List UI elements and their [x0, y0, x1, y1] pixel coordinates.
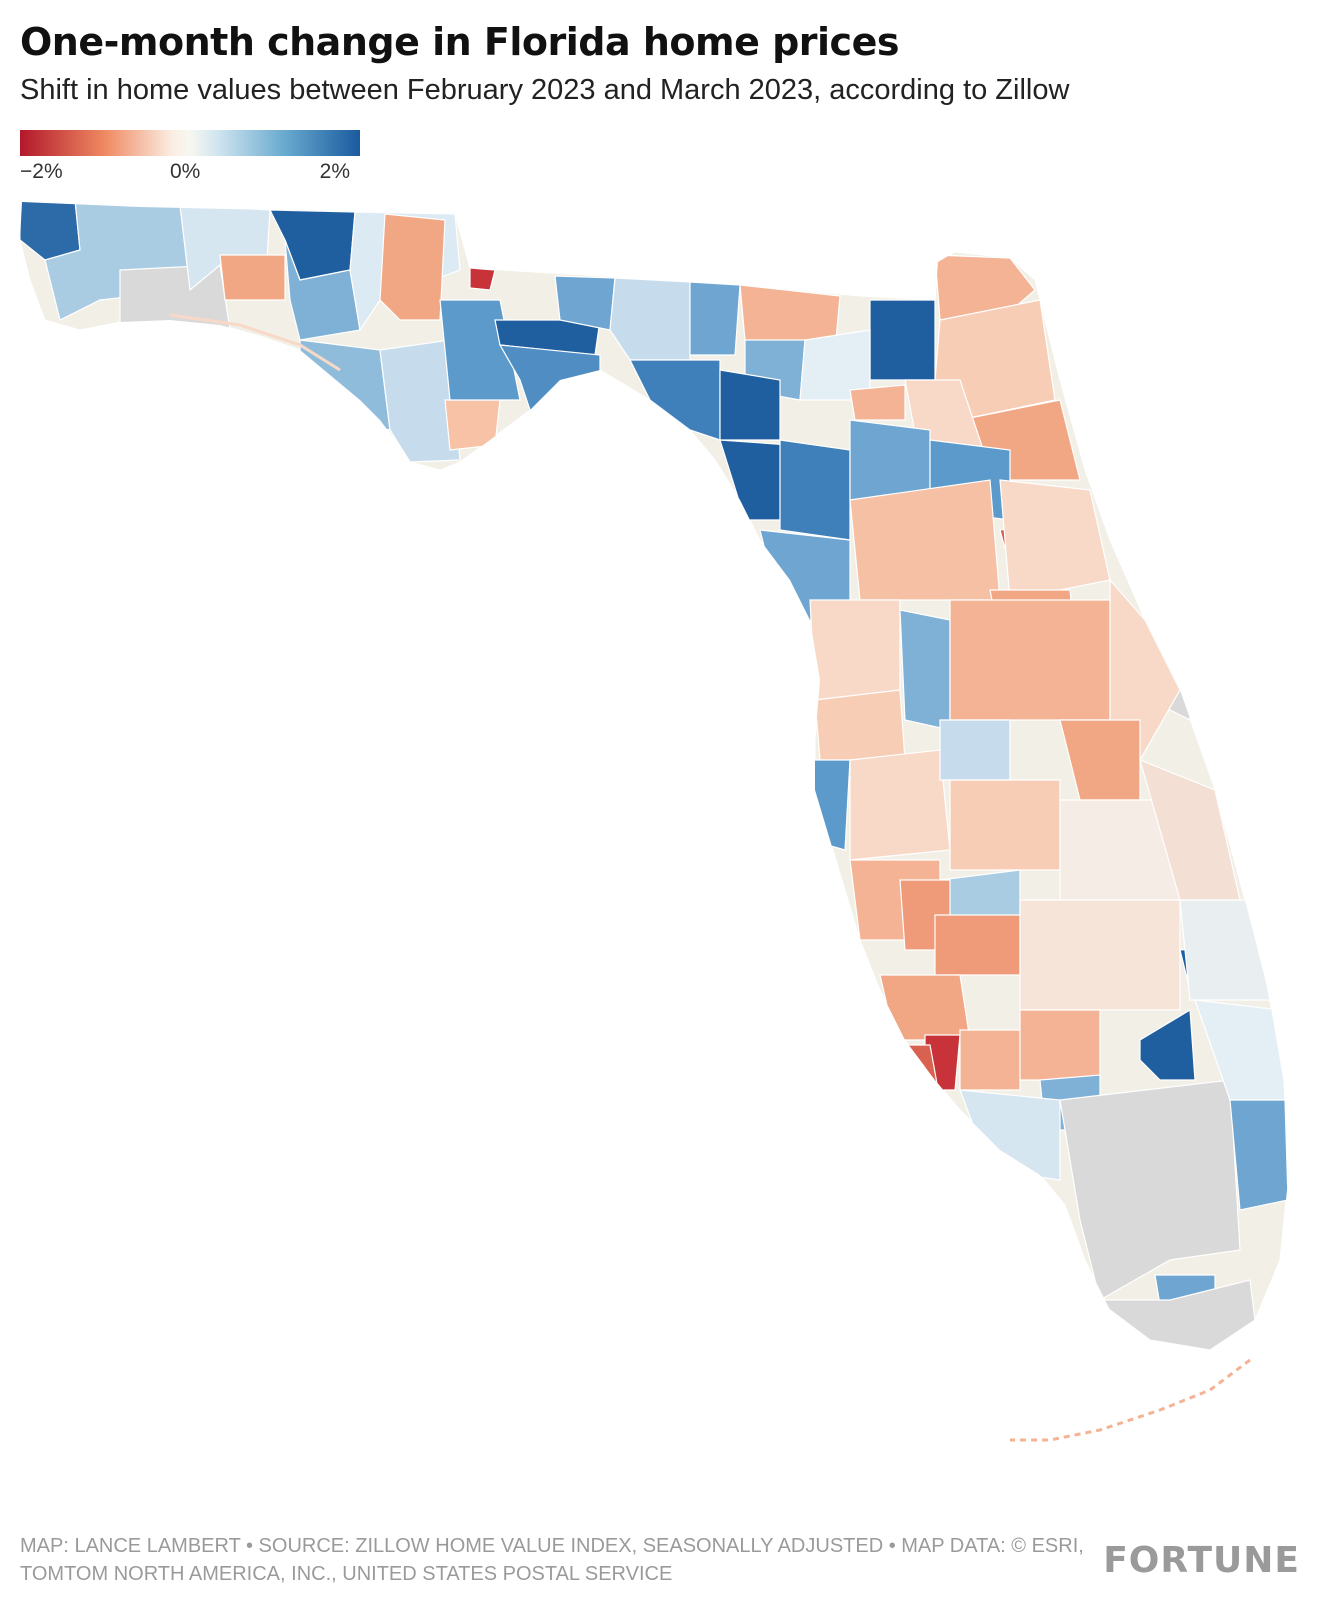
region-alachua	[849, 419, 931, 501]
region-charlotte-red	[879, 974, 971, 1041]
legend-labels: −2% 0% 2%	[20, 156, 360, 186]
region-hamilton	[689, 281, 741, 356]
region-miami-blue	[1229, 1099, 1288, 1211]
region-baker-blue	[869, 299, 936, 381]
region-pinellas-blue	[799, 759, 851, 851]
region-bradford-red	[849, 384, 906, 421]
region-gadsden-red	[379, 213, 446, 321]
region-gilchrist	[779, 439, 851, 541]
region-collier	[959, 1089, 1061, 1181]
region-marion-red	[849, 479, 1001, 601]
region-franklin-red	[444, 399, 501, 451]
florida-map	[19, 201, 1289, 1442]
region-gulf-coast	[379, 339, 461, 463]
panhandle-coast	[169, 313, 341, 372]
region-washington-red	[219, 254, 286, 301]
region-orange-red	[949, 599, 1111, 721]
fortune-logo: FORTUNE	[1103, 1540, 1300, 1581]
region-martin	[1179, 899, 1271, 1001]
region-polk-mix	[949, 779, 1061, 871]
region-brevard	[1109, 578, 1181, 762]
region-dixie-blue	[719, 369, 781, 441]
region-taylor-blue	[629, 359, 721, 441]
region-polk-blue	[939, 719, 1011, 781]
region-palm-beach-blue	[1139, 1008, 1196, 1081]
region-highlands	[1019, 899, 1181, 1011]
region-hernando	[809, 599, 901, 701]
chart-title: One-month change in Florida home prices	[20, 20, 899, 64]
region-glades-red	[1019, 1009, 1101, 1081]
region-lee	[959, 1029, 1021, 1091]
legend-mid-label: 0%	[170, 160, 201, 183]
region-tallahassee-hotspot	[469, 267, 496, 291]
region-madison	[609, 277, 691, 361]
region-sumter-blue	[899, 609, 951, 731]
chart-subtitle: Shift in home values between February 20…	[20, 74, 1070, 106]
region-desoto-red	[934, 914, 1021, 976]
legend-gradient-bar	[20, 130, 360, 156]
region-pasco	[814, 689, 906, 761]
source-credit: MAP: LANCE LAMBERT • SOURCE: ZILLOW HOME…	[20, 1535, 1084, 1585]
legend-max-label: 2%	[319, 160, 350, 183]
florida-keys	[1010, 1358, 1251, 1442]
color-legend: −2% 0% 2%	[20, 130, 360, 186]
legend-min-label: −2%	[20, 160, 63, 183]
region-hillsborough	[849, 749, 951, 861]
